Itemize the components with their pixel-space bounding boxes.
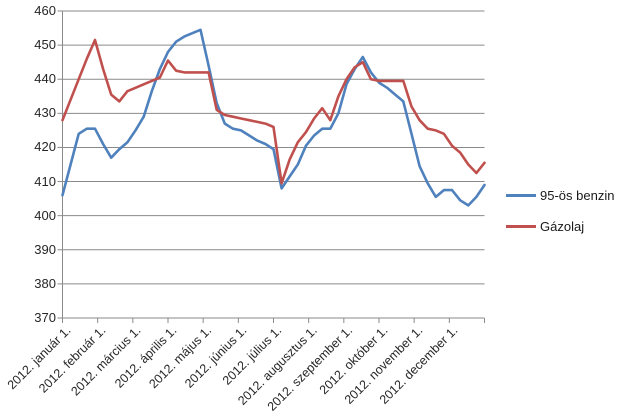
series-line-benzin [61, 28, 486, 207]
y-axis-tick-label: 410 [34, 173, 56, 189]
y-axis-tick-label: 440 [34, 71, 56, 87]
y-axis-tick-label: 400 [34, 207, 56, 223]
legend-item-benzin: 95-ös benzin [506, 188, 614, 203]
legend-line-benzin [506, 194, 536, 197]
y-axis-tick-label: 390 [34, 241, 56, 257]
series-line-gazolaj [61, 38, 486, 185]
y-axis-tick-label: 460 [34, 3, 56, 18]
legend-item-gazolaj: Gázolaj [506, 219, 614, 234]
y-axis-tick-label: 450 [34, 37, 56, 53]
y-axis-tick-label: 370 [34, 310, 56, 325]
legend-line-gazolaj [506, 225, 536, 228]
legend-label-gazolaj: Gázolaj [540, 219, 585, 234]
legend: 95-ös benzin Gázolaj [506, 188, 614, 234]
y-axis-tick-label: 420 [34, 139, 56, 155]
y-axis-tick-label: 380 [34, 275, 56, 291]
y-axis-tick-label: 430 [34, 105, 56, 121]
legend-label-benzin: 95-ös benzin [540, 188, 615, 203]
